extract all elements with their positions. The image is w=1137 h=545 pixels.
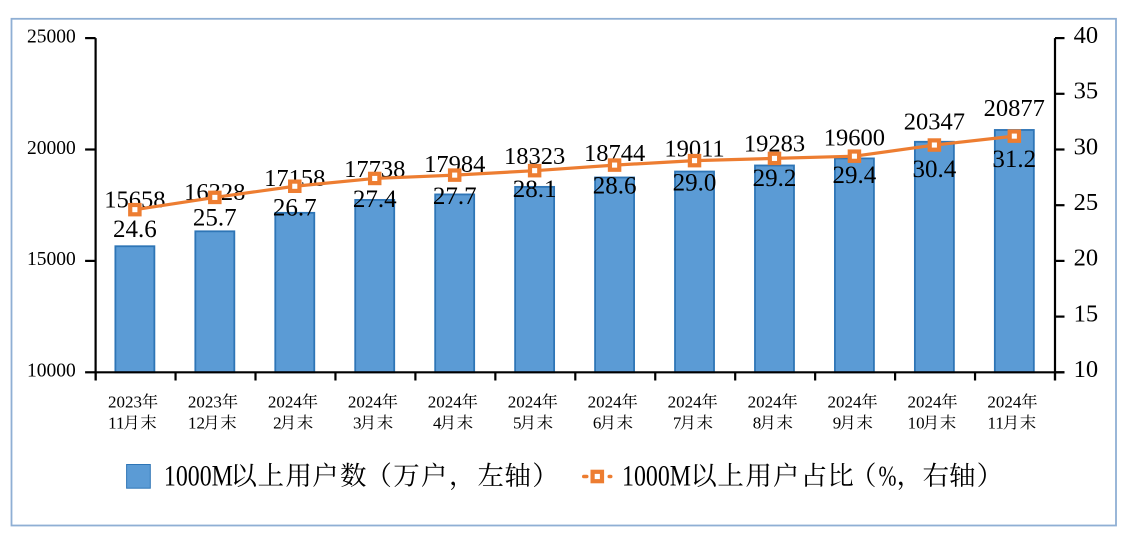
svg-text:2023: 2023 bbox=[188, 392, 222, 411]
svg-text:20: 20 bbox=[1074, 245, 1099, 272]
svg-text:29.2: 29.2 bbox=[753, 165, 797, 192]
svg-text:30: 30 bbox=[1074, 133, 1099, 160]
svg-text:27.4: 27.4 bbox=[353, 186, 397, 213]
svg-text:2024: 2024 bbox=[907, 392, 942, 411]
svg-text:24.6: 24.6 bbox=[113, 216, 157, 243]
svg-text:12: 12 bbox=[188, 413, 205, 432]
svg-text:11: 11 bbox=[988, 413, 1004, 432]
svg-text:27.7: 27.7 bbox=[433, 183, 477, 210]
svg-text:19600: 19600 bbox=[824, 125, 885, 152]
svg-text:2024: 2024 bbox=[508, 392, 542, 411]
svg-text:5: 5 bbox=[513, 413, 522, 432]
svg-text:11: 11 bbox=[108, 413, 124, 432]
svg-text:7: 7 bbox=[673, 413, 682, 432]
svg-text:2024: 2024 bbox=[268, 392, 303, 411]
svg-text:8: 8 bbox=[753, 413, 762, 432]
svg-text:28.6: 28.6 bbox=[593, 173, 637, 200]
svg-text:2024: 2024 bbox=[428, 392, 463, 411]
svg-text:29.4: 29.4 bbox=[833, 162, 877, 189]
svg-text:10: 10 bbox=[1074, 356, 1099, 383]
svg-text:26.7: 26.7 bbox=[273, 194, 317, 221]
svg-text:29.0: 29.0 bbox=[673, 169, 717, 196]
svg-text:9: 9 bbox=[833, 413, 842, 432]
svg-text:15000: 15000 bbox=[27, 249, 76, 270]
svg-text:6: 6 bbox=[593, 413, 602, 432]
svg-text:25.7: 25.7 bbox=[193, 205, 237, 232]
svg-text:15: 15 bbox=[1074, 300, 1099, 327]
svg-text:1000M: 1000M bbox=[164, 460, 233, 493]
svg-text:35: 35 bbox=[1074, 78, 1099, 105]
svg-text:30.4: 30.4 bbox=[913, 156, 957, 183]
svg-text:25: 25 bbox=[1074, 189, 1099, 216]
svg-text:20877: 20877 bbox=[984, 95, 1045, 122]
svg-text:10000: 10000 bbox=[27, 361, 76, 382]
svg-text:2024: 2024 bbox=[828, 392, 863, 411]
svg-text:10: 10 bbox=[908, 413, 925, 432]
svg-text:2024: 2024 bbox=[588, 392, 623, 411]
svg-text:2023: 2023 bbox=[108, 392, 142, 411]
svg-text:1000M: 1000M bbox=[622, 460, 691, 493]
svg-text:25000: 25000 bbox=[27, 26, 76, 47]
svg-text:20347: 20347 bbox=[904, 109, 965, 136]
svg-text:40: 40 bbox=[1074, 22, 1099, 49]
svg-text:28.1: 28.1 bbox=[513, 176, 557, 203]
svg-text:4: 4 bbox=[433, 413, 442, 432]
svg-text:%: % bbox=[879, 462, 897, 493]
svg-text:2: 2 bbox=[273, 413, 282, 432]
svg-text:20000: 20000 bbox=[27, 138, 76, 159]
svg-text:31.2: 31.2 bbox=[992, 146, 1036, 173]
svg-text:2024: 2024 bbox=[987, 392, 1022, 411]
svg-text:3: 3 bbox=[353, 413, 362, 432]
svg-text:2024: 2024 bbox=[748, 392, 783, 411]
svg-text:2024: 2024 bbox=[348, 392, 383, 411]
svg-text:2024: 2024 bbox=[668, 392, 703, 411]
